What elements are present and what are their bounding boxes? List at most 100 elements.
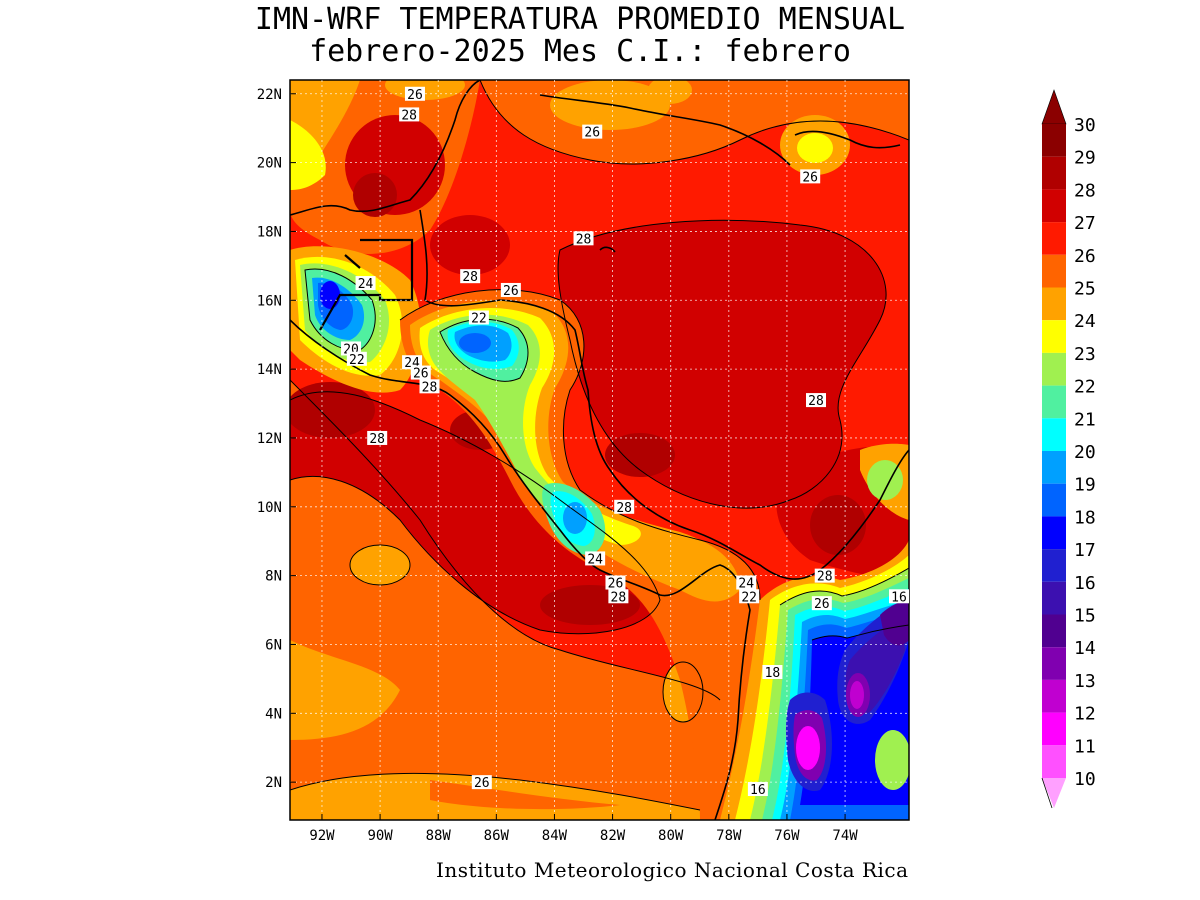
field-13-andes-east [850,681,864,709]
colorbar-swatch [1042,254,1066,288]
colorbar-label: 15 [1074,606,1096,627]
lat-tick-label: 2N [265,775,282,791]
colorbar-swatch [1042,745,1066,778]
lat-tick-label: 18N [257,224,282,240]
colorbar-swatch [1042,222,1066,255]
contour-label: 24 [736,575,757,592]
axis-ticks: 92W 90W 88W 86W 84W 82W 80W 78W 76W 74W 22N 20N 18N 1… [257,87,859,844]
contour-label: 26 [582,124,603,141]
map-frame [289,79,910,821]
colorbar-swatch [1042,418,1066,451]
colorbar-label: 28 [1074,180,1096,201]
colorbar-arrow-edge [1041,777,1053,809]
coast-cuba [539,94,791,166]
field-25-pacific-west [290,640,400,740]
colorbar-label: 16 [1074,573,1096,594]
contour-label-text: 28 [576,232,592,247]
colorbar-swatch [1042,647,1066,680]
contour-label: 26 [471,775,492,791]
lon-tick-label: 80W [658,828,684,844]
contour-label: 16 [747,782,768,798]
contour-label-text: 26 [584,126,600,141]
contour-label-text: 24 [587,552,603,567]
colorbar-swatch [1042,320,1066,353]
contour-label-text: 16 [750,783,766,798]
contour-label-box [468,310,489,325]
contour-label-box [573,231,594,246]
field-18-guatemala [320,281,340,309]
contour-label: 26 [410,365,431,382]
lat-tick-label: 20N [257,156,282,172]
contour-label-box [355,276,376,291]
lat-tick-label: 22N [257,87,282,103]
contour-26-south [290,772,701,811]
coast-caribbean [419,209,909,580]
contour-label: 28 [419,379,440,395]
field-20-costarica [563,502,587,534]
contour-label-text: 26 [407,88,423,103]
contour-label-box [811,596,832,611]
field-28-gulf-honduras [430,215,510,275]
contour-label-box [585,551,606,566]
lon-tick-label: 88W [426,828,452,844]
field-29-colombia-caribbean [810,495,866,555]
contour-label-text: 18 [765,666,781,681]
lon-tick-label: 82W [600,828,626,844]
contour-label-box [814,568,835,583]
colorbar-label: 13 [1074,671,1096,692]
colorbar-label: 25 [1074,279,1096,300]
colorbar-label: 23 [1074,344,1096,365]
colorbar-label: 27 [1074,213,1096,234]
contour-label: 22 [346,351,367,368]
contour-label-box [582,124,603,139]
field-23-llanos [875,730,909,790]
graticule [290,80,909,820]
lat-tick-label: 12N [257,431,282,447]
colorbar-swatch [1042,451,1066,484]
contour-18-andes [811,624,909,641]
colorbar-swatch [1042,156,1066,190]
colorbar-label: 11 [1074,736,1096,757]
contour-label-text: 26 [814,597,830,612]
colorbar-arrow-bottom [1042,778,1066,808]
contour-label-text: 26 [503,284,519,299]
colorbar-swatch [1042,549,1066,582]
contour-label-box [736,575,757,590]
contour-label: 28 [573,231,594,247]
contour-label: 26 [500,282,521,299]
contour-label-text: 22 [349,353,365,368]
lat-tick-label: 4N [265,706,282,722]
colorbar-label: 30 [1074,115,1096,136]
colorbar-swatch [1042,712,1066,746]
contour-label: 28 [460,269,481,285]
colorbar-label: 14 [1074,638,1096,659]
field-29-caribbean [605,433,675,477]
coast-islet [599,246,616,253]
contour-label-box [605,575,626,590]
contour-label-text: 28 [422,380,438,395]
contour-label-box [500,282,521,297]
field-24-hispaniola [797,133,833,163]
colorbar-swatch [1042,516,1066,550]
colorbar-swatch [1042,581,1066,615]
field-12-andes-west [796,726,820,770]
lat-tick-label: 14N [257,362,282,378]
field-25-yucatan-tip [385,80,465,100]
contour-label-text: 24 [358,277,374,292]
colorbar-swatch [1042,679,1066,713]
contour-label: 22 [468,310,489,326]
lon-tick-label: 84W [542,828,568,844]
contour-22-guatemala [304,268,376,351]
credit-line: Instituto Meteorologico Nacional Costa R… [436,858,909,882]
field-28-pacific [290,391,660,634]
contour-label-text: 28 [401,108,417,123]
contour-label-text: 28 [462,270,478,285]
contour-label-box [608,589,629,604]
contour-label: 24 [585,551,606,567]
contour-label-text: 26 [474,776,490,791]
contour-28-caribbean [557,219,887,509]
lon-tick-label: 86W [484,828,510,844]
contour-26-north [479,80,909,165]
map-title-line2: febrero-2025 Mes C.I.: febrero [309,34,851,69]
